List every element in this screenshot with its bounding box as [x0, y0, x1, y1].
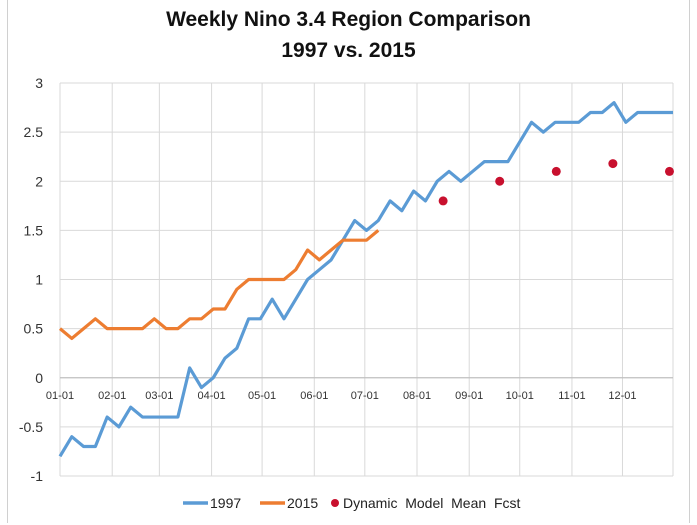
series-line-1997	[58, 101, 673, 458]
x-tick-label: 12-01	[608, 390, 636, 402]
y-tick-label: 0.5	[24, 321, 44, 337]
legend-label: Dynamic Model Mean Fcst	[343, 495, 520, 511]
y-tick-label: 1.5	[24, 222, 44, 238]
y-axis-ticks: 3 2.5 2 1.5 1 0.5 0 -0.5 -1	[19, 75, 43, 484]
chart-frame	[7, 0, 690, 523]
x-tick-label: 09-01	[455, 390, 483, 402]
y-tick-label: 2.5	[24, 124, 44, 140]
y-tick-label: 3	[35, 75, 43, 91]
series-layer	[58, 101, 674, 458]
series-line-2015	[58, 229, 380, 341]
forecast-point	[495, 176, 505, 186]
legend: 1997 2015 Dynamic Model Mean Fcst	[183, 495, 520, 511]
x-axis-ticks: 01-01 02-01 03-01 04-01 05-01 06-01 07-01 08-01…	[46, 390, 637, 402]
chart-subtitle: 1997 vs. 2015	[281, 39, 416, 62]
x-tick-label: 10-01	[506, 390, 534, 402]
x-tick-label: 07-01	[351, 390, 379, 402]
y-tick-label: 0	[35, 370, 43, 386]
x-tick-label: 02-01	[98, 390, 126, 402]
y-tick-label: 2	[35, 173, 43, 189]
y-tick-label: 1	[35, 272, 43, 288]
forecast-point	[551, 166, 561, 176]
legend-swatch-forecast	[331, 499, 339, 507]
legend-label: 1997	[210, 495, 241, 511]
x-tick-label: 01-01	[46, 390, 74, 402]
forecast-point	[608, 159, 618, 169]
forecast-point	[438, 196, 448, 206]
y-tick-label: -0.5	[19, 419, 43, 435]
x-tick-label: 06-01	[300, 390, 328, 402]
forecast-point	[664, 166, 674, 176]
x-tick-label: 03-01	[145, 390, 173, 402]
legend-label: 2015	[287, 495, 318, 511]
x-tick-label: 05-01	[248, 390, 276, 402]
x-tick-label: 08-01	[403, 390, 431, 402]
x-tick-label: 04-01	[197, 390, 225, 402]
y-tick-label: -1	[31, 468, 44, 484]
grid-lines	[59, 82, 674, 477]
x-tick-label: 11-01	[558, 390, 585, 402]
chart-title-line1: Weekly Nino 3.4 Region Comparison	[166, 8, 531, 31]
chart-title: Weekly Nino 3.4 Region Comparison 1997 v…	[0, 4, 697, 66]
